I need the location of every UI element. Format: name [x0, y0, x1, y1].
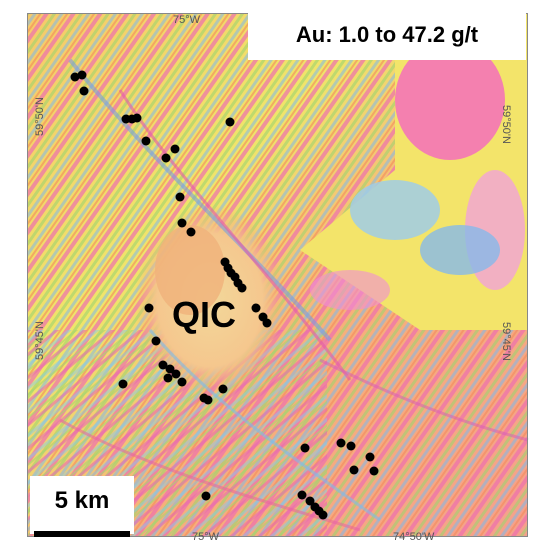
sample-point — [251, 303, 261, 313]
sample-point — [369, 466, 379, 476]
map-title: Au: 1.0 to 47.2 g/t — [248, 10, 526, 60]
sample-point — [305, 496, 315, 506]
scale-label: 5 km — [30, 476, 134, 534]
gold-sample-points — [70, 70, 379, 520]
qic-label: QIC — [172, 294, 237, 335]
sample-point — [70, 72, 80, 82]
sample-point — [141, 136, 151, 146]
sample-point — [349, 465, 359, 475]
sample-point — [151, 336, 161, 346]
sample-point — [201, 491, 211, 501]
longitude-label-top: 75°W — [173, 14, 201, 26]
sample-point — [186, 227, 196, 237]
sample-point — [165, 364, 175, 374]
sample-point — [79, 86, 89, 96]
sample-point — [262, 318, 272, 328]
sample-point — [132, 113, 142, 123]
sample-point — [171, 369, 181, 379]
sample-point — [297, 490, 307, 500]
longitude-label-bottom-right: 74°50'W — [393, 531, 435, 543]
latitude-label-left-top: 59°50'N — [34, 97, 46, 136]
sample-point — [203, 395, 213, 405]
sample-point — [163, 373, 173, 383]
sample-point — [118, 379, 128, 389]
sample-point — [177, 218, 187, 228]
sample-point — [161, 153, 171, 163]
sample-point — [158, 360, 168, 370]
latitude-label-left-bottom: 59°45'N — [34, 321, 46, 360]
sample-point — [336, 438, 346, 448]
sample-point — [365, 452, 375, 462]
sample-point — [170, 144, 180, 154]
sample-point — [318, 510, 328, 520]
latitude-label-right-top: 59°50'N — [500, 105, 512, 144]
sample-point — [346, 441, 356, 451]
sample-point — [218, 384, 228, 394]
sample-point — [300, 443, 310, 453]
scale-bar — [34, 531, 130, 537]
sample-point — [225, 117, 235, 127]
latitude-label-right-bottom: 59°45'N — [500, 322, 512, 361]
sample-point — [144, 303, 154, 313]
sample-point — [175, 192, 185, 202]
sample-point — [237, 283, 247, 293]
longitude-label-bottom-left: 75°W — [192, 531, 220, 543]
sample-point — [177, 377, 187, 387]
sample-point — [77, 70, 87, 80]
